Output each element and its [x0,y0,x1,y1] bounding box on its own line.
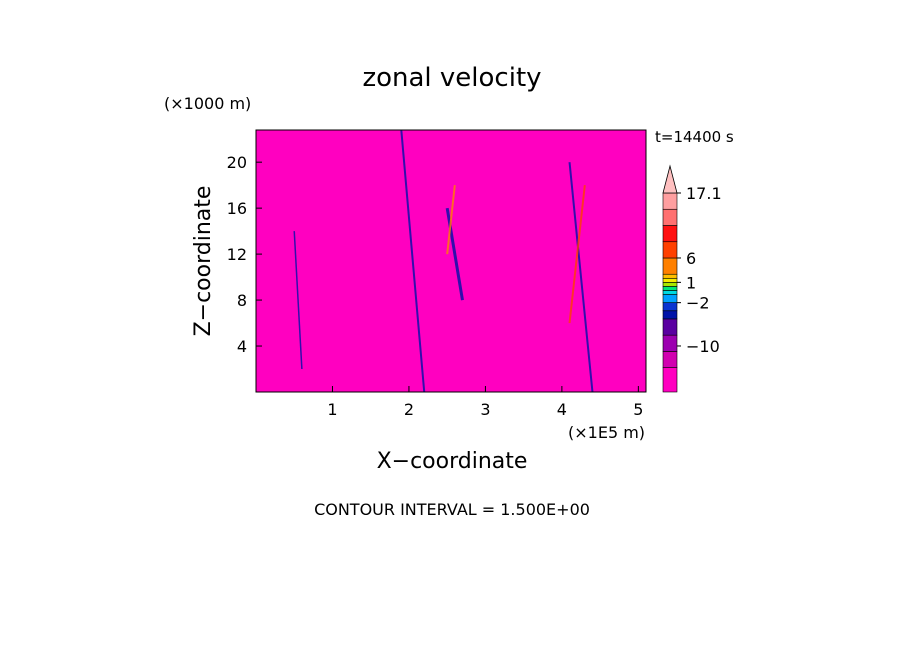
colorbar-level-6 [662,294,678,303]
contour-field [256,130,646,392]
time-label: t=14400 s [655,128,734,146]
colorbar-level-3 [662,318,678,336]
shear-streak-4 [568,185,586,324]
plot-area [256,130,646,392]
colorbar-level-0 [662,367,678,393]
x-tick-label: 4 [557,400,567,419]
colorbar-level-7 [662,290,678,295]
colorbar-level-5 [662,302,678,312]
plot-frame [255,129,647,393]
colorbar-label: −2 [686,294,710,313]
y-tick-label: 12 [227,245,247,264]
colorbar-level-13 [662,241,678,259]
y-axis: 4 8 12 16 20 [227,153,262,356]
colorbar-level-12 [662,257,678,275]
colorbar: 17.1 6 1 −2 −10 [662,164,722,393]
y-tick-label: 4 [237,337,247,356]
x-axis: 1 2 3 4 5 [327,386,643,419]
colorbar-level-11 [662,273,678,279]
colorbar-overflow-arrow [662,164,678,194]
y-unit-label: (×1000 m) [164,94,251,113]
shear-streak-5 [293,231,303,370]
y-tick-label: 16 [227,199,247,218]
x-tick-label: 5 [633,400,643,419]
x-tick-label: 2 [404,400,414,419]
x-tick-label: 1 [327,400,337,419]
colorbar-level-15 [662,208,678,226]
colorbar-level-8 [662,286,678,291]
shear-streak-3 [568,162,594,392]
x-axis-title: X−coordinate [377,449,528,474]
chart-title: zonal velocity [362,63,541,93]
x-unit-label: (×1E5 m) [568,423,645,442]
colorbar-level-16 [662,192,678,210]
shear-streak-0 [400,130,426,392]
colorbar-level-10 [662,277,678,283]
y-tick-label: 20 [227,153,247,172]
y-axis-title: Z−coordinate [191,186,216,337]
contour-interval-footer: CONTOUR INTERVAL = 1.500E+00 [314,500,590,519]
colorbar-level-14 [662,225,678,243]
y-tick-label: 8 [237,291,247,310]
colorbar-level-1 [662,351,678,368]
colorbar-label: 6 [686,249,696,268]
colorbar-label: 1 [686,273,696,292]
shear-streak-2 [446,185,456,255]
colorbar-level-4 [662,310,678,320]
colorbar-label: 17.1 [686,184,722,203]
colorbar-label: −10 [686,337,720,356]
colorbar-level-9 [662,282,678,287]
x-tick-label: 3 [480,400,490,419]
colorbar-level-2 [662,334,678,352]
